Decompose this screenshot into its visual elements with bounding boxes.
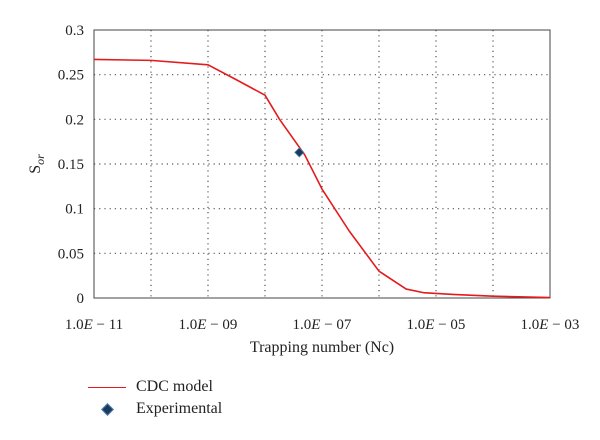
x-tick-label: 1.0E − 07 <box>293 317 352 333</box>
x-tick-label: 1.0E − 11 <box>65 317 123 333</box>
y-axis: 0 0.05 0.1 0.15 0.2 0.25 0.3 <box>58 23 84 307</box>
legend-marker-icon <box>88 402 126 416</box>
y-tick-label: 0.15 <box>58 157 84 173</box>
legend: CDC model Experimental <box>88 376 222 420</box>
legend-label-cdc: CDC model <box>136 378 213 395</box>
x-tick-label: 1.0E − 05 <box>407 317 466 333</box>
x-tick-label: 1.0E − 03 <box>521 317 580 333</box>
y-axis-label-sub: or <box>33 154 47 165</box>
plot-frame <box>93 29 551 299</box>
series-layer <box>93 58 551 299</box>
series-line-cdc-model <box>93 58 551 299</box>
y-tick-label: 0.25 <box>58 68 84 84</box>
y-tick-label: 0 <box>77 291 85 307</box>
y-axis-label: Sor <box>27 154 47 174</box>
legend-item-experimental: Experimental <box>88 398 222 420</box>
legend-line-icon <box>88 380 126 394</box>
x-tick-label: 1.0E − 09 <box>179 317 238 333</box>
grid <box>94 30 550 298</box>
data-point-experimental <box>294 147 305 158</box>
x-axis-label: Trapping number (Nc) <box>250 339 394 356</box>
y-axis-label-main: S <box>27 165 44 174</box>
legend-label-experimental: Experimental <box>136 400 223 417</box>
y-tick-label: 0.2 <box>65 112 84 128</box>
y-tick-label: 0.1 <box>65 202 84 218</box>
legend-item-cdc: CDC model <box>88 376 222 398</box>
y-tick-label: 0.3 <box>65 23 84 39</box>
x-axis: 1.0E − 11 1.0E − 09 1.0E − 07 1.0E − 05 1.0E… <box>65 317 580 333</box>
y-tick-label: 0.05 <box>58 246 84 262</box>
